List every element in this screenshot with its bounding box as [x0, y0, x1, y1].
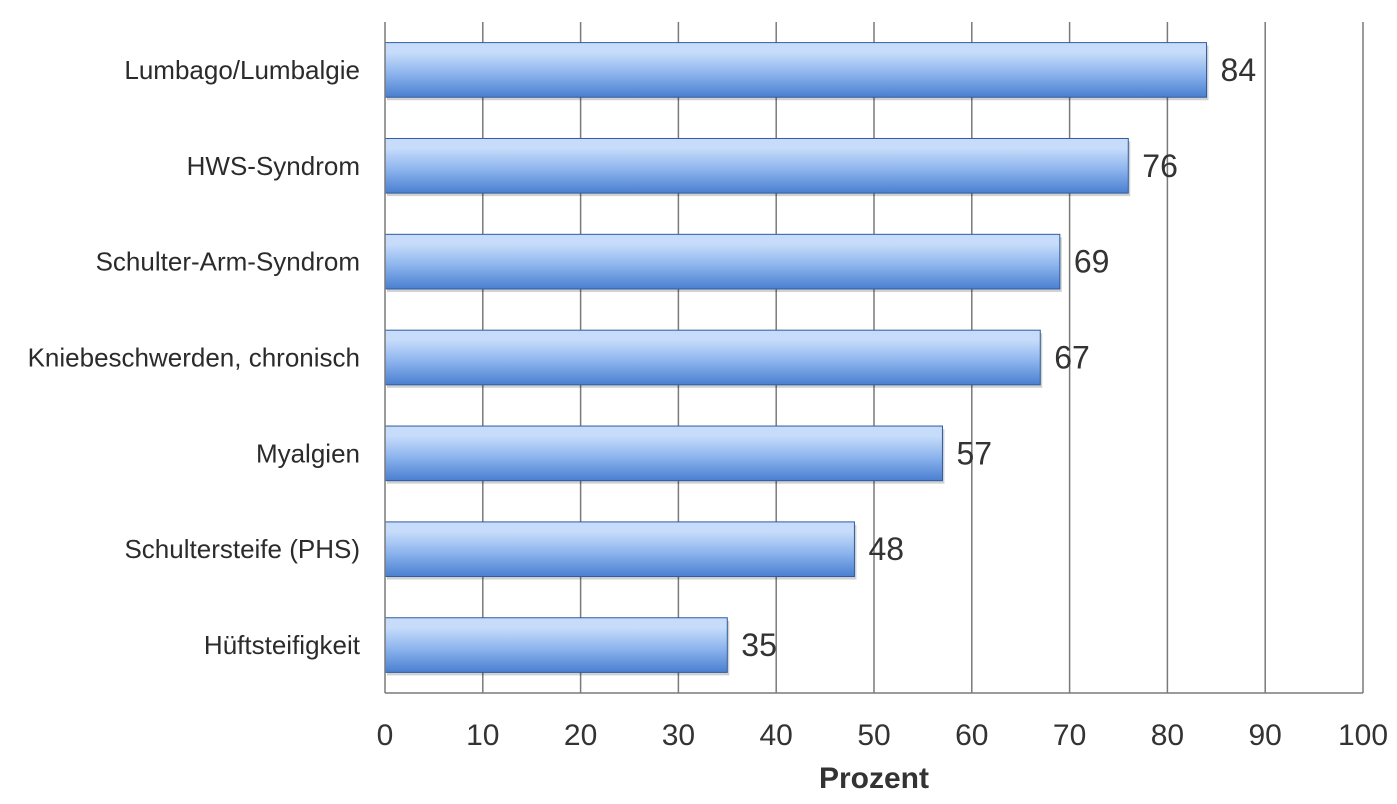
x-tick-label: 60: [955, 719, 988, 752]
data-label: 35: [741, 627, 777, 663]
x-tick-label: 0: [377, 719, 394, 752]
x-tick-label: 30: [662, 719, 695, 752]
bar: [384, 329, 1041, 386]
category-label: Kniebeschwerden, chronisch: [28, 343, 360, 373]
bar: [384, 617, 728, 673]
data-label: 69: [1074, 244, 1110, 280]
category-label: Myalgien: [256, 438, 360, 468]
bars: [384, 42, 1209, 676]
x-tick-label: 90: [1249, 719, 1282, 752]
category-label: Schultersteife (PHS): [124, 534, 360, 564]
category-label: HWS-Syndrom: [187, 151, 360, 181]
data-label: 67: [1054, 340, 1090, 376]
x-tick-label: 80: [1151, 719, 1184, 752]
category-label: Lumbago/Lumbalgie: [124, 55, 360, 85]
x-tick-label: 10: [466, 719, 499, 752]
bar: [384, 137, 1129, 194]
category-label: Hüftsteifigkeit: [204, 630, 361, 660]
x-tick-label: 70: [1053, 719, 1086, 752]
bar: [384, 521, 855, 578]
data-label: 57: [956, 435, 992, 471]
x-tick-label: 100: [1338, 719, 1388, 752]
x-axis-title: Prozent: [819, 762, 929, 795]
bar: [384, 425, 943, 482]
data-label: 48: [868, 531, 904, 567]
data-label: 76: [1142, 148, 1178, 184]
axes: [384, 22, 1363, 694]
x-tick-label: 40: [760, 719, 793, 752]
data-label: 84: [1221, 52, 1257, 88]
bar: [384, 42, 1208, 98]
labels: 0 10 20 30 40 50 60 70 80 90 100 Lumbago/Lumbalgie 8…: [28, 52, 1388, 752]
category-label: Schulter-Arm-Syndrom: [96, 247, 360, 277]
bar: [384, 233, 1061, 290]
x-tick-label: 20: [564, 719, 597, 752]
x-tick-label: 50: [857, 719, 890, 752]
